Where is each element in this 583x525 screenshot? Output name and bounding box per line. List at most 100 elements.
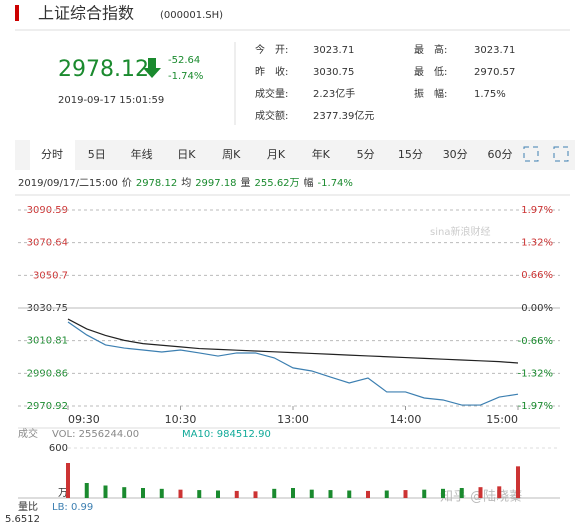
volume-bar: [478, 487, 483, 498]
info-item: 255.62万: [255, 178, 300, 189]
info-item: 幅: [304, 176, 314, 189]
info-item: 均: [181, 177, 191, 189]
stat-label: 最 高:: [414, 43, 447, 56]
datetime: 2019-09-17 15:01:59: [58, 95, 164, 106]
y2-tick-label: -1.97%: [518, 401, 553, 412]
stat-value: 2.23亿手: [313, 87, 355, 100]
y-tick-label: 2970.92: [27, 401, 68, 412]
y-tick-label: 3090.59: [27, 205, 68, 216]
y-tick-label: 2990.86: [27, 368, 68, 379]
volume-bar: [403, 490, 408, 498]
volume-bar: [347, 490, 352, 498]
title-marker: [15, 5, 19, 21]
change-pct: -1.74%: [168, 71, 203, 82]
volume-bar: [291, 488, 295, 498]
stock-code: (000001.SH): [160, 10, 223, 21]
y2-tick-label: 0.00%: [521, 303, 553, 314]
vol-label: VOL: 2556244.00: [52, 429, 139, 440]
x-tick-label: 10:30: [165, 413, 197, 426]
info-item: 2997.18: [195, 178, 236, 189]
ratio-value: 5.6512: [5, 514, 40, 525]
volume-bar: [84, 483, 89, 498]
stat-label: 今 开:: [255, 43, 288, 56]
active-tab: [30, 140, 75, 170]
vol-unit: 万: [58, 488, 68, 499]
volume-bar: [422, 489, 427, 498]
tab[interactable]: 分时: [41, 148, 63, 161]
volume-bar: [328, 490, 333, 498]
info-item: 价: [122, 177, 132, 189]
volume-bar: [122, 487, 127, 498]
volume-bar: [459, 488, 464, 498]
stat-value: 1.75%: [474, 89, 506, 100]
tab[interactable]: 年线: [131, 147, 153, 161]
x-tick-label: 09:30: [68, 413, 100, 426]
price-line: [67, 321, 519, 406]
tab[interactable]: 60分: [488, 148, 513, 161]
stock-title: 上证综合指数: [38, 4, 134, 23]
down-arrow: [143, 58, 161, 78]
stat-label: 最 低:: [414, 65, 447, 78]
stat-label: 成交量:: [255, 87, 288, 100]
volume-bar: [66, 463, 70, 498]
change: -52.64: [168, 55, 200, 66]
info-item: 2019/09/17/二15:00: [18, 178, 118, 189]
ma-label: MA10: 984512.90: [182, 429, 271, 440]
stat-label: 成交额:: [255, 109, 288, 122]
volume-bar: [234, 490, 239, 498]
volume-bar: [178, 489, 183, 498]
volume-bar: [497, 486, 502, 498]
volume-bar: [384, 490, 389, 498]
vol-tick-label: 600: [49, 443, 68, 454]
volume-bar: [253, 491, 258, 498]
price-line: [67, 318, 519, 364]
tab[interactable]: 30分: [443, 148, 468, 161]
stat-value: 2377.39亿元: [313, 109, 374, 122]
stat-value: 2970.57: [474, 67, 515, 78]
tab[interactable]: 年K: [312, 147, 331, 161]
fullscreen-icon[interactable]: [523, 146, 539, 162]
y-tick-label: 3010.81: [27, 336, 68, 347]
watermark: sina新浪财经: [430, 225, 490, 238]
tab[interactable]: 5分: [357, 148, 375, 161]
stat-value: 3030.75: [313, 67, 354, 78]
volume-bar: [103, 485, 108, 498]
info-item: 2978.12: [136, 178, 177, 189]
ratio-label: 量比: [18, 501, 38, 513]
x-tick-label: 14:00: [390, 413, 422, 426]
info-item: 量: [241, 177, 251, 189]
last-price: 2978.12: [58, 57, 149, 82]
y2-tick-label: -1.32%: [518, 369, 553, 380]
tab[interactable]: 15分: [398, 148, 423, 161]
volume-bar: [441, 488, 445, 498]
volume-bar: [141, 488, 145, 498]
tab-bar: [15, 140, 575, 170]
y-tick-label: 3070.64: [27, 238, 68, 249]
stat-label: 昨 收:: [255, 65, 288, 78]
tab[interactable]: 日K: [177, 148, 196, 161]
tab[interactable]: 周K: [222, 148, 241, 161]
volume-bar: [197, 490, 202, 498]
tab[interactable]: 5日: [88, 148, 106, 161]
volume-bar: [159, 488, 164, 498]
y2-tick-label: 1.97%: [521, 205, 553, 216]
volume-bar: [366, 490, 370, 498]
stat-value: 3023.71: [313, 45, 354, 56]
x-tick-label: 13:00: [277, 413, 309, 426]
vol-caption: 成交: [18, 427, 38, 440]
info-line: 2019/09/17/二15:00 价 2978.12 均 2997.18 量 255.62…: [18, 176, 353, 189]
expand-icon[interactable]: [553, 146, 569, 162]
y2-tick-label: -0.66%: [518, 336, 553, 347]
ratio-lb: LB: 0.99: [52, 502, 93, 513]
y2-tick-label: 1.32%: [521, 237, 553, 248]
volume-bar: [272, 488, 277, 498]
stat-value: 3023.71: [474, 45, 515, 56]
volume-bar: [516, 466, 520, 498]
tab[interactable]: 月K: [267, 148, 286, 161]
y2-tick-label: 0.66%: [521, 270, 553, 281]
stat-label: 振 幅:: [414, 87, 447, 100]
volume-bar: [309, 489, 314, 498]
volume-bar: [216, 490, 220, 498]
x-tick-label: 15:00: [486, 413, 518, 426]
